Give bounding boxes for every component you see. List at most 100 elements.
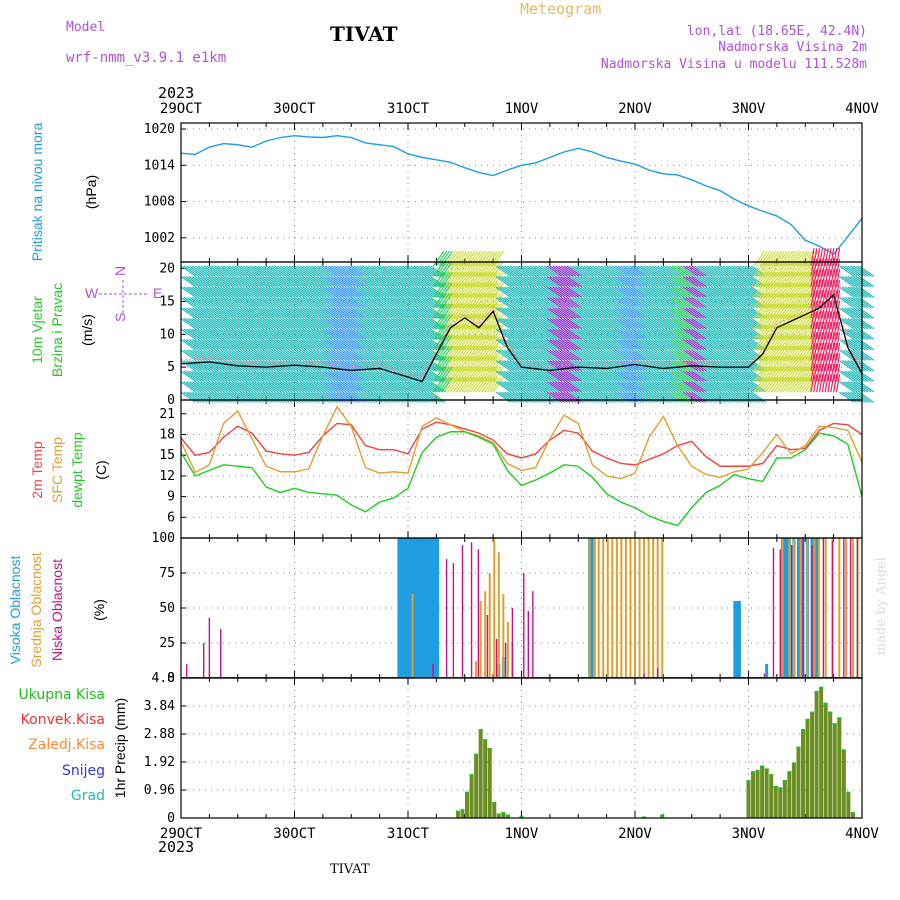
wind-barb bbox=[762, 313, 774, 330]
x-tick-label-bottom: 30OCT bbox=[273, 826, 316, 842]
precip-bar-cap bbox=[850, 812, 855, 815]
wind-barb bbox=[214, 391, 231, 403]
wind-barb bbox=[384, 370, 401, 382]
wind-barb bbox=[268, 360, 285, 372]
wind-barb bbox=[469, 366, 482, 382]
wind-barb bbox=[688, 265, 705, 277]
wind-barb bbox=[387, 370, 404, 382]
wind-barb bbox=[824, 290, 829, 309]
wind-barb bbox=[410, 286, 426, 298]
wind-barb bbox=[260, 275, 276, 288]
wind-barb bbox=[538, 296, 554, 309]
precip-bar bbox=[832, 723, 837, 818]
wind-barb bbox=[586, 328, 602, 340]
wind-barb bbox=[796, 303, 808, 319]
wind-barb bbox=[731, 286, 747, 298]
wind-barb bbox=[637, 370, 653, 382]
wind-barb bbox=[189, 328, 205, 340]
wind-barb bbox=[600, 328, 617, 340]
wind-barb bbox=[291, 265, 307, 277]
wind-barb bbox=[603, 360, 619, 372]
wind-barb bbox=[189, 339, 205, 351]
wind-barb bbox=[194, 318, 211, 330]
wind-barb bbox=[356, 275, 373, 288]
precip-bar bbox=[805, 718, 810, 818]
wind-barb bbox=[226, 286, 242, 298]
wind-barb bbox=[438, 345, 451, 361]
wind-barb bbox=[793, 377, 805, 393]
wind-barb bbox=[660, 391, 676, 403]
wind-barb bbox=[484, 292, 496, 309]
wind-barb bbox=[379, 296, 395, 309]
wind-barb bbox=[234, 391, 251, 403]
wind-barb bbox=[756, 334, 768, 351]
wind-barb bbox=[302, 318, 319, 330]
wind-barb bbox=[804, 250, 817, 267]
wind-barb bbox=[231, 318, 248, 330]
precip-bar bbox=[751, 771, 756, 818]
wind-barb bbox=[592, 275, 608, 288]
wind-barb bbox=[271, 381, 287, 393]
wind-barb bbox=[586, 286, 602, 298]
wind-barb bbox=[611, 339, 628, 351]
wind-barb bbox=[728, 381, 744, 393]
wind-barb bbox=[634, 328, 651, 340]
wind-barb bbox=[546, 339, 563, 351]
wind-barb bbox=[784, 355, 797, 372]
wind-barb bbox=[541, 370, 557, 382]
wind-barb bbox=[779, 345, 791, 361]
wind-barb bbox=[192, 296, 208, 309]
high-cloud-bar bbox=[796, 538, 800, 678]
wind-barb bbox=[657, 318, 673, 330]
wind-barb bbox=[549, 381, 565, 393]
wind-barb bbox=[345, 360, 361, 372]
wind-barb bbox=[833, 363, 838, 382]
wind-barb bbox=[192, 349, 208, 361]
wind-barb bbox=[243, 391, 259, 403]
wind-barb bbox=[855, 307, 872, 319]
wind-barb bbox=[594, 349, 611, 361]
wind-barb bbox=[379, 265, 395, 277]
mid-cloud-bar bbox=[813, 538, 816, 678]
wind-barb bbox=[279, 381, 296, 393]
wind-barb bbox=[271, 370, 287, 382]
wind-barb bbox=[770, 355, 783, 372]
wind-barb bbox=[796, 261, 808, 277]
wind-barb bbox=[299, 328, 316, 340]
wind-barb bbox=[563, 381, 580, 393]
wind-barb bbox=[467, 303, 479, 319]
wind-barb bbox=[382, 265, 398, 277]
wind-barb bbox=[620, 349, 636, 361]
wind-barb bbox=[697, 381, 713, 393]
wind-barb bbox=[226, 265, 242, 277]
wind-barb bbox=[209, 381, 225, 393]
wind-barb bbox=[731, 275, 747, 288]
wind-barb bbox=[688, 391, 705, 403]
wind-barb bbox=[467, 366, 479, 382]
wind-barb bbox=[594, 360, 611, 372]
wind-barb bbox=[444, 292, 456, 309]
wind-barb bbox=[282, 349, 299, 361]
wind-barb bbox=[671, 339, 687, 351]
wind-barb bbox=[580, 349, 597, 361]
wind-barb bbox=[447, 334, 459, 351]
wind-barb bbox=[782, 282, 794, 298]
wind-barb bbox=[464, 345, 476, 361]
wind-barb bbox=[401, 286, 418, 298]
wind-barb bbox=[467, 377, 479, 393]
wind-barb bbox=[663, 318, 679, 330]
wind-barb bbox=[779, 324, 791, 340]
wind-barb bbox=[458, 250, 470, 267]
wind-barb bbox=[214, 286, 231, 298]
wind-barb bbox=[697, 307, 713, 319]
wind-barb bbox=[294, 391, 310, 403]
precip-bar-cap bbox=[782, 780, 787, 783]
wind-barb bbox=[668, 391, 685, 403]
wind-barb bbox=[663, 339, 679, 351]
wind-barb bbox=[504, 296, 520, 309]
wind-barb bbox=[733, 360, 750, 372]
wind-barb bbox=[671, 265, 687, 277]
wind-barb bbox=[183, 296, 199, 309]
wind-barb bbox=[180, 381, 197, 393]
wind-barb bbox=[697, 286, 713, 298]
